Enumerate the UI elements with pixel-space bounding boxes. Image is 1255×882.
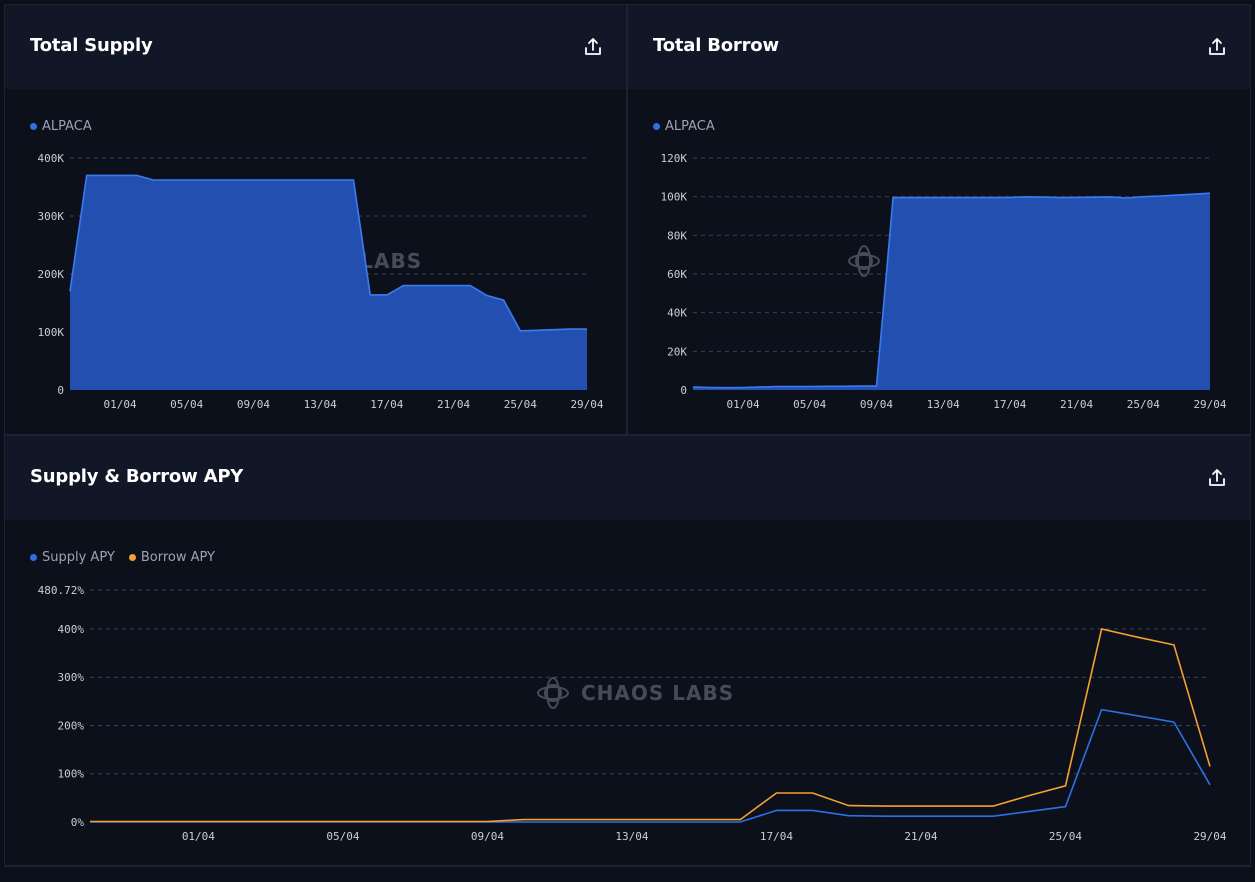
apy-card: Supply & Borrow APY Supply APY Borrow AP… (4, 435, 1251, 866)
legend-label: ALPACA (665, 119, 715, 134)
total-supply-chart: 0 100K 200K 300K 400K 01/04 05/04 09/04 13/04 17/… (38, 152, 604, 411)
watermark-text: CHAOS LABS (581, 681, 734, 705)
x-tick-label: 13/04 (304, 398, 337, 411)
export-icon[interactable] (1206, 36, 1228, 58)
total-supply-card: Total Supply ALPACA 0 100K 200K 300K 400K 01/… (4, 4, 627, 435)
y-tick-label: 0 (57, 384, 64, 397)
y-tick-label: 300K (38, 210, 65, 223)
x-tick-label: 17/04 (993, 398, 1026, 411)
total-supply-title: Total Supply (30, 35, 153, 56)
legend-label: Borrow APY (140, 550, 215, 565)
x-tick-label: 25/04 (504, 398, 537, 411)
y-tick-label: 20K (667, 345, 687, 358)
x-tick-label: 09/04 (471, 830, 504, 843)
x-tick-label: 13/04 (615, 830, 648, 843)
legend-dot (128, 554, 136, 561)
y-tick-label: 100% (58, 768, 85, 781)
total-borrow-legend: ALPACA (653, 119, 715, 134)
y-tick-label: 300% (58, 671, 85, 684)
x-tick-label: 13/04 (927, 398, 960, 411)
legend-item-borrow-apy[interactable]: Borrow APY (128, 550, 215, 565)
x-tick-label: 21/04 (904, 830, 937, 843)
y-tick-label: 100K (661, 191, 688, 204)
y-tick-label: 80K (667, 229, 687, 242)
legend-label: ALPACA (42, 119, 92, 134)
x-tick-label: 01/04 (182, 830, 215, 843)
series-area (693, 193, 1210, 390)
x-tick-label: 17/04 (370, 398, 403, 411)
x-tick-label: 21/04 (437, 398, 470, 411)
legend-dot (30, 123, 37, 130)
export-icon[interactable] (582, 36, 604, 58)
x-tick-label: 01/04 (103, 398, 136, 411)
total-borrow-chart: 0 20K 40K 60K 80K 100K 120K 01/04 05/04 09/04 13/0… (661, 152, 1227, 411)
y-tick-label: 200% (58, 719, 85, 732)
x-tick-label: 29/04 (1193, 398, 1226, 411)
x-tick-label: 25/04 (1049, 830, 1082, 843)
y-tick-label: 0% (71, 816, 85, 829)
series-line (692, 192, 1211, 389)
legend-dot (653, 123, 660, 130)
x-tick-label: 09/04 (860, 398, 893, 411)
total-borrow-card: Total Borrow ALPACA 0 20K 40K 60K 80K 100K 120… (627, 4, 1251, 435)
x-tick-label: 05/04 (170, 398, 203, 411)
x-tick-label: 21/04 (1060, 398, 1093, 411)
x-tick-label: 05/04 (326, 830, 359, 843)
y-tick-label: 60K (667, 268, 687, 281)
y-tick-label: 120K (661, 152, 688, 165)
export-icon[interactable] (1206, 467, 1228, 489)
series-area (70, 175, 587, 390)
apy-legend: Supply APY Borrow APY (30, 550, 215, 565)
legend-label: Supply APY (42, 550, 115, 565)
apy-header: Supply & Borrow APY (5, 436, 1250, 520)
x-tick-label: 29/04 (1193, 830, 1226, 843)
series-line (69, 174, 587, 332)
total-supply-header: Total Supply (5, 5, 626, 89)
next-panel-edge (4, 866, 1251, 882)
x-tick-label: 09/04 (237, 398, 270, 411)
total-supply-legend: ALPACA (30, 119, 92, 134)
apy-title: Supply & Borrow APY (30, 466, 244, 487)
x-tick-label: 29/04 (570, 398, 603, 411)
chaos-labs-logo-icon (537, 677, 569, 709)
legend-item-alpaca[interactable]: ALPACA (30, 119, 92, 134)
legend-dot (30, 554, 37, 561)
x-tick-label: 17/04 (760, 830, 793, 843)
y-tick-label: 40K (667, 307, 687, 320)
series-line (90, 628, 1211, 823)
series-line (90, 708, 1211, 823)
y-tick-label: 400K (38, 152, 65, 165)
total-borrow-header: Total Borrow (628, 5, 1250, 89)
legend-item-alpaca[interactable]: ALPACA (653, 119, 715, 134)
x-tick-label: 01/04 (726, 398, 759, 411)
legend-item-supply-apy[interactable]: Supply APY (30, 550, 115, 565)
total-borrow-title: Total Borrow (653, 35, 779, 56)
y-tick-label: 100K (38, 326, 65, 339)
x-tick-label: 25/04 (1127, 398, 1160, 411)
apy-chart: 0% 100% 200% 300% 400% 480.72% 01/04 05/04 09/04… (38, 584, 1227, 843)
x-tick-label: 05/04 (793, 398, 826, 411)
y-tick-label: 0 (680, 384, 687, 397)
y-tick-label: 200K (38, 268, 65, 281)
y-tick-label: 480.72% (38, 584, 85, 597)
chaos-labs-logo-icon (848, 245, 880, 277)
y-tick-label: 400% (58, 623, 85, 636)
